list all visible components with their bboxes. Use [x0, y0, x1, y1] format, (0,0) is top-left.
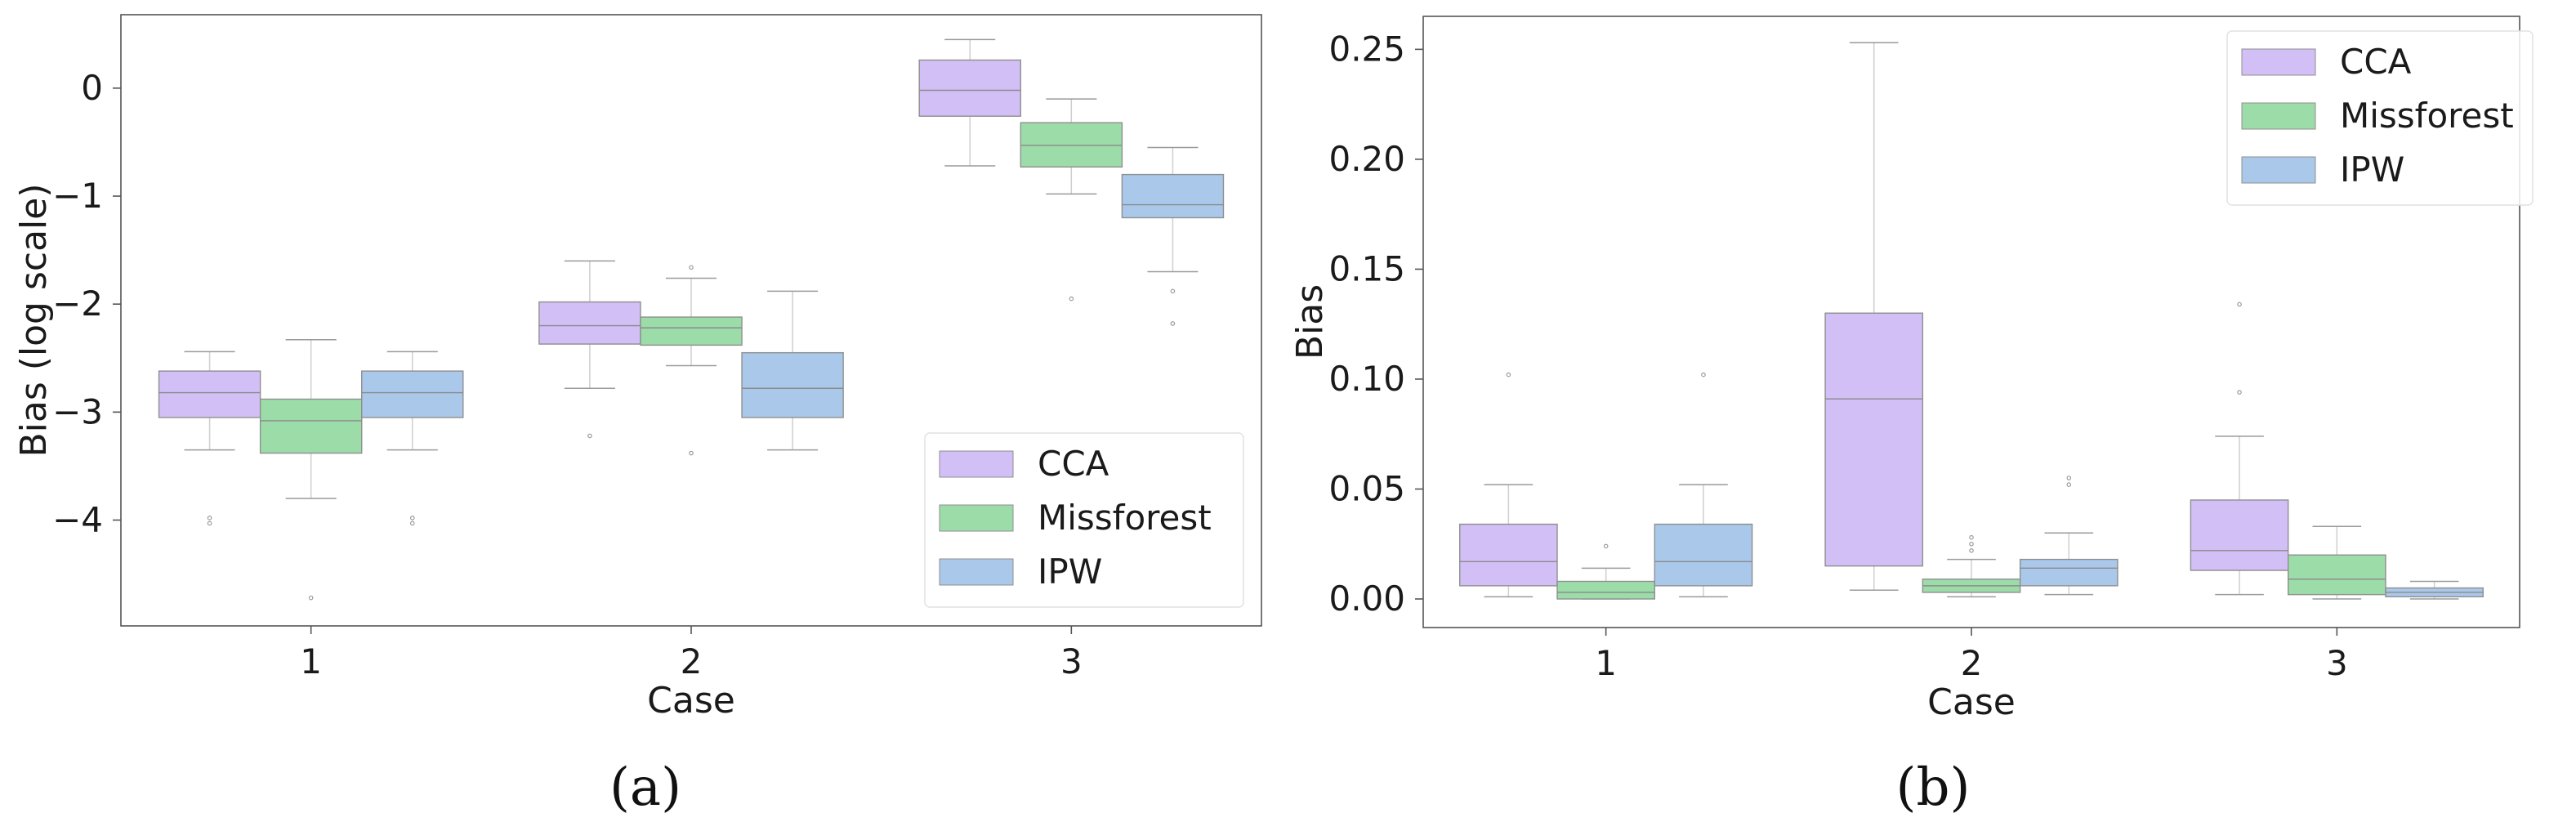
panel-a-log-bias-chart: 0 −1 −2 −3 −4 1 2 3 Case Bias (log scale) CCA Missf…: [13, 14, 1262, 722]
y-tick-label: −4: [52, 499, 103, 539]
box-flier: [207, 520, 212, 526]
box-flier: [2237, 390, 2242, 395]
x-tick-label: 1: [300, 641, 322, 681]
legend: CCA Missforest IPW: [2226, 30, 2534, 206]
legend-swatch-missforest: [939, 504, 1014, 532]
y-tick-label: 0.05: [1328, 468, 1405, 508]
legend-swatch-ipw: [939, 558, 1014, 586]
box-flier: [1170, 288, 1176, 294]
y-tick-label: −3: [52, 391, 103, 431]
box-cca-case-2: [1824, 312, 1924, 567]
box-flier: [2066, 476, 2072, 480]
box-cca-case-2: [538, 301, 641, 345]
box-cca-case-1: [1459, 523, 1558, 587]
box-flier: [689, 450, 694, 456]
box-cca-case-1: [158, 370, 261, 418]
box-flier: [2066, 482, 2072, 487]
box-cca-case-3: [2190, 499, 2289, 571]
caption-b: (b): [1896, 757, 1971, 818]
box-flier: [689, 265, 694, 270]
panel-b-bias-chart: 0.00 0.05 0.10 0.15 0.20 0.25 1 2 3 Case Bias CCA Mi…: [1289, 16, 2534, 723]
legend-label-ipw: IPW: [1038, 552, 1102, 592]
legend-label-missforest: Missforest: [2340, 96, 2514, 136]
box-flier: [2237, 302, 2242, 307]
y-axis-label: Bias (log scale): [13, 183, 55, 457]
box-flier: [1170, 321, 1176, 326]
box-ipw-case-1: [361, 370, 464, 418]
x-tick-label: 2: [681, 641, 703, 681]
box-ipw-case-2: [2019, 558, 2118, 587]
box-flier: [1603, 543, 1609, 549]
x-tick-label: 3: [1060, 641, 1083, 681]
box-flier: [207, 516, 212, 520]
caption-a: (a): [609, 757, 681, 818]
legend: CCA Missforest IPW: [924, 432, 1244, 608]
x-tick-label: 1: [1595, 643, 1617, 683]
x-axis-label: Case: [1927, 681, 2016, 723]
box-ipw-case-3: [1121, 173, 1225, 219]
y-tick-label: 0.15: [1328, 248, 1405, 288]
y-tick-label: 0.25: [1328, 29, 1405, 69]
x-axis-label: Case: [647, 680, 735, 722]
box-missforest-case-1: [259, 398, 363, 454]
box-flier: [1969, 541, 1974, 547]
box-flier: [409, 520, 415, 526]
box-flier: [1969, 534, 1974, 540]
legend-swatch-missforest: [2241, 102, 2316, 130]
box-flier: [587, 433, 592, 439]
y-tick-label: 0: [81, 68, 103, 108]
legend-label-cca: CCA: [2340, 42, 2412, 82]
box-flier: [1069, 296, 1074, 302]
box-flier: [308, 595, 314, 601]
legend-swatch-ipw: [2241, 156, 2316, 184]
y-tick-label: 0.00: [1328, 579, 1405, 619]
legend-label-ipw: IPW: [2340, 150, 2404, 190]
box-ipw-case-2: [741, 351, 844, 418]
y-tick-label: 0.10: [1328, 359, 1405, 399]
y-axis-label: Bias: [1289, 284, 1331, 360]
box-flier: [1969, 548, 1974, 553]
y-tick-label: −2: [52, 284, 103, 324]
legend-label-missforest: Missforest: [1038, 498, 1212, 538]
box-missforest-case-3: [2287, 554, 2386, 596]
box-flier: [1506, 372, 1511, 378]
box-missforest-case-2: [640, 316, 743, 346]
legend-label-cca: CCA: [1038, 444, 1109, 484]
y-tick-label: −1: [52, 176, 103, 216]
x-tick-label: 3: [2326, 643, 2348, 683]
box-cca-case-3: [918, 59, 1021, 117]
box-flier: [409, 516, 415, 520]
x-tick-label: 2: [1961, 643, 1983, 683]
box-ipw-case-1: [1654, 523, 1753, 587]
box-missforest-case-1: [1556, 580, 1656, 600]
legend-swatch-cca: [2241, 48, 2316, 76]
legend-swatch-cca: [939, 450, 1014, 478]
y-tick-label: 0.20: [1328, 139, 1405, 179]
box-flier: [1701, 372, 1706, 378]
